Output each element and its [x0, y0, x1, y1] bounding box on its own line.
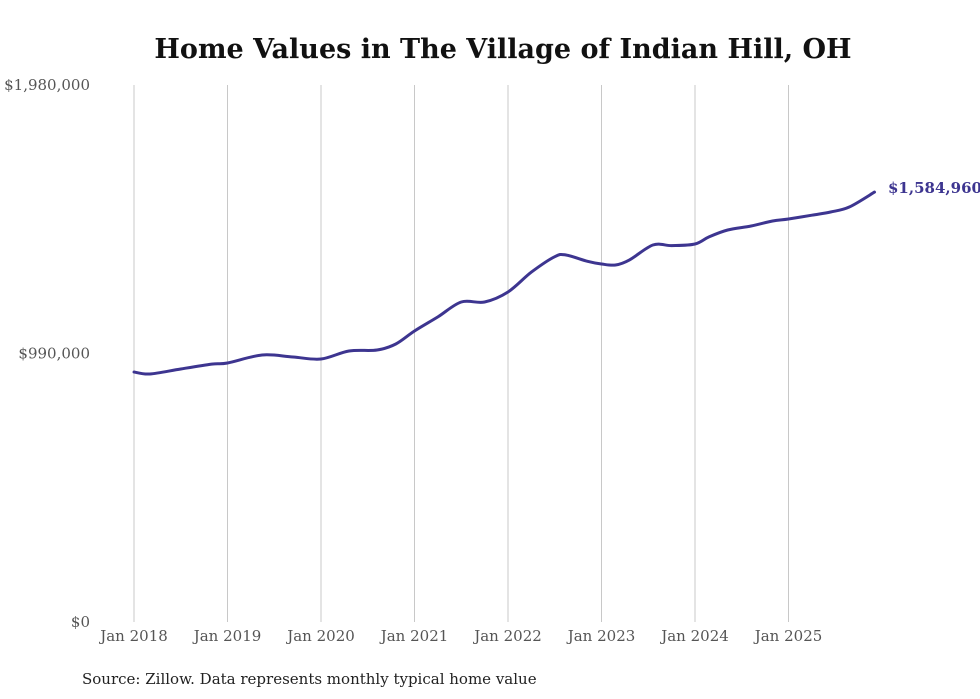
end-value-label: $1,584,960	[888, 179, 980, 197]
y-axis: $0 $990,000 $1,980,000	[4, 76, 90, 631]
x-axis: Jan 2018 Jan 2019 Jan 2020 Jan 2021 Jan 2022…	[98, 627, 822, 645]
x-tick-label: Jan 2019	[192, 627, 262, 645]
chart-title: Home Values in The Village of Indian Hil…	[154, 34, 851, 65]
x-tick-label: Jan 2025	[753, 627, 823, 645]
x-tick-label: Jan 2018	[98, 627, 168, 645]
x-tick-label: Jan 2022	[472, 627, 542, 645]
x-tick-label: Jan 2024	[659, 627, 729, 645]
source-note: Source: Zillow. Data represents monthly …	[82, 670, 537, 688]
x-tick-label: Jan 2023	[566, 627, 636, 645]
y-tick-label: $990,000	[18, 345, 90, 363]
y-tick-label: $0	[71, 613, 90, 631]
gridlines	[133, 85, 789, 622]
x-tick-label: Jan 2021	[379, 627, 449, 645]
x-tick-label: Jan 2020	[285, 627, 355, 645]
series-line	[132, 190, 876, 376]
y-tick-label: $1,980,000	[4, 76, 90, 94]
